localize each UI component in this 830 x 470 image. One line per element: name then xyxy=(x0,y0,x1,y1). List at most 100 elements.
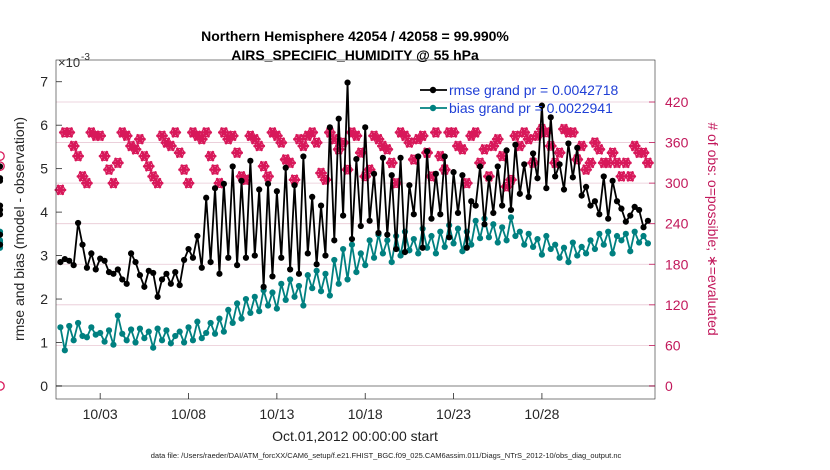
bias-point-56 xyxy=(304,272,311,279)
x-tick-label-0: 10/03 xyxy=(83,406,118,422)
bias-point-42 xyxy=(242,295,250,303)
obs-evaluated-point-67 xyxy=(350,130,363,142)
bias-point-126 xyxy=(613,232,621,240)
rmse-point-123 xyxy=(600,173,607,180)
rmse-point-72 xyxy=(375,229,382,237)
rmse-point-25 xyxy=(167,280,174,287)
obs-evaluated-point-15 xyxy=(120,130,133,142)
bias-point-101 xyxy=(503,237,510,244)
rmse-point-116 xyxy=(569,174,576,181)
bias-point-86 xyxy=(437,228,444,235)
rmse-point-122 xyxy=(596,211,603,218)
obs-evaluated-point-45 xyxy=(253,140,266,152)
bias-point-77 xyxy=(397,252,404,259)
rmse-point-70 xyxy=(366,217,373,224)
rmse-point-78 xyxy=(401,249,409,256)
obs-evaluated-point-116 xyxy=(566,127,579,138)
chart-title-line1: Northern Hemisphere 42054 / 42058 = 99.9… xyxy=(201,28,509,44)
rmse-point-12 xyxy=(110,270,117,277)
rmse-point-43 xyxy=(247,157,254,164)
bias-point-36 xyxy=(216,315,223,322)
obs-evaluated-point-91 xyxy=(456,144,469,155)
obs-evaluated-point-133 xyxy=(642,157,654,169)
bias-point-7 xyxy=(88,324,95,331)
bias-point-9 xyxy=(97,329,104,337)
rmse-point-130 xyxy=(631,203,638,210)
rmse-point-59 xyxy=(317,202,325,209)
bias-point-34 xyxy=(207,319,214,327)
rmse-point-90 xyxy=(454,209,462,217)
rmse-point-4 xyxy=(74,219,82,227)
rmse-point-56 xyxy=(304,250,311,257)
obs-possible-point-135 xyxy=(0,151,5,161)
rmse-point-71 xyxy=(370,170,378,177)
bias-point-2 xyxy=(66,322,73,330)
bias-point-10 xyxy=(101,338,108,345)
rmse-point-61 xyxy=(326,124,333,131)
bias-point-17 xyxy=(132,339,139,346)
rmse-point-31 xyxy=(194,232,201,240)
rmse-point-42 xyxy=(242,254,250,261)
bias-point-119 xyxy=(582,250,590,257)
rmse-point-138 xyxy=(0,241,4,248)
bias-point-3 xyxy=(70,337,77,344)
rmse-point-37 xyxy=(220,180,227,187)
bias-point-63 xyxy=(335,280,342,287)
bias-point-43 xyxy=(247,309,254,317)
legend-bias-marker xyxy=(429,104,437,112)
rmse-point-86 xyxy=(437,211,444,218)
bias-point-115 xyxy=(565,258,572,266)
bias-point-31 xyxy=(194,318,201,325)
rmse-point-28 xyxy=(181,256,188,264)
y-left-tick-label-4: 4 xyxy=(40,204,48,220)
legend: rmse grand pr = 0.0042718 bias grand pr … xyxy=(420,82,618,116)
bias-point-13 xyxy=(114,312,121,319)
bias-point-32 xyxy=(198,335,205,342)
bias-point-128 xyxy=(622,230,629,237)
rmse-point-63 xyxy=(335,115,342,122)
rmse-point-48 xyxy=(269,273,276,280)
rmse-point-75 xyxy=(388,172,395,179)
bias-point-124 xyxy=(605,228,612,235)
bias-point-106 xyxy=(525,230,532,237)
x-tick-label-3: 10/18 xyxy=(348,406,383,422)
bias-point-60 xyxy=(322,270,329,277)
rmse-point-19 xyxy=(141,283,148,290)
bias-point-55 xyxy=(300,302,307,309)
obs-evaluated-point-2 xyxy=(63,127,76,138)
obs-evaluated-point-57 xyxy=(306,127,319,138)
rmse-point-50 xyxy=(278,254,285,261)
y-exponent-power: -3 xyxy=(81,52,90,63)
rmse-point-55 xyxy=(300,153,307,160)
bias-point-84 xyxy=(428,232,435,240)
bias-point-70 xyxy=(366,237,373,244)
rmse-point-38 xyxy=(225,254,232,261)
rmse-point-27 xyxy=(176,282,183,289)
bias-point-22 xyxy=(154,325,161,332)
y-left-tick-label-3: 3 xyxy=(40,248,48,264)
rmse-point-65 xyxy=(344,79,351,86)
bias-point-41 xyxy=(238,315,245,322)
rmse-point-112 xyxy=(552,173,559,180)
rmse-point-30 xyxy=(189,254,197,261)
obs-evaluated-point-27 xyxy=(173,147,186,158)
obs-evaluated-point-26 xyxy=(169,127,182,138)
bias-point-40 xyxy=(234,300,241,307)
obs-evaluated-point-35 xyxy=(209,164,221,175)
bias-point-104 xyxy=(516,228,523,235)
rmse-point-21 xyxy=(150,269,157,277)
bias-point-66 xyxy=(348,241,356,248)
obs-evaluated-point-22 xyxy=(151,177,164,189)
rmse-point-89 xyxy=(450,169,457,176)
bias-point-59 xyxy=(317,288,325,295)
bias-point-121 xyxy=(591,245,599,253)
bias-point-26 xyxy=(172,332,179,340)
obs-evaluated-point-82 xyxy=(416,130,429,142)
obs-evaluated-point-58 xyxy=(310,137,323,148)
bias-point-80 xyxy=(410,235,417,243)
legend-rmse-label: rmse grand pr = 0.0042718 xyxy=(449,82,618,98)
rmse-point-84 xyxy=(428,215,435,222)
bias-point-19 xyxy=(141,335,148,342)
rmse-point-104 xyxy=(516,190,523,197)
rmse-point-40 xyxy=(234,262,241,269)
